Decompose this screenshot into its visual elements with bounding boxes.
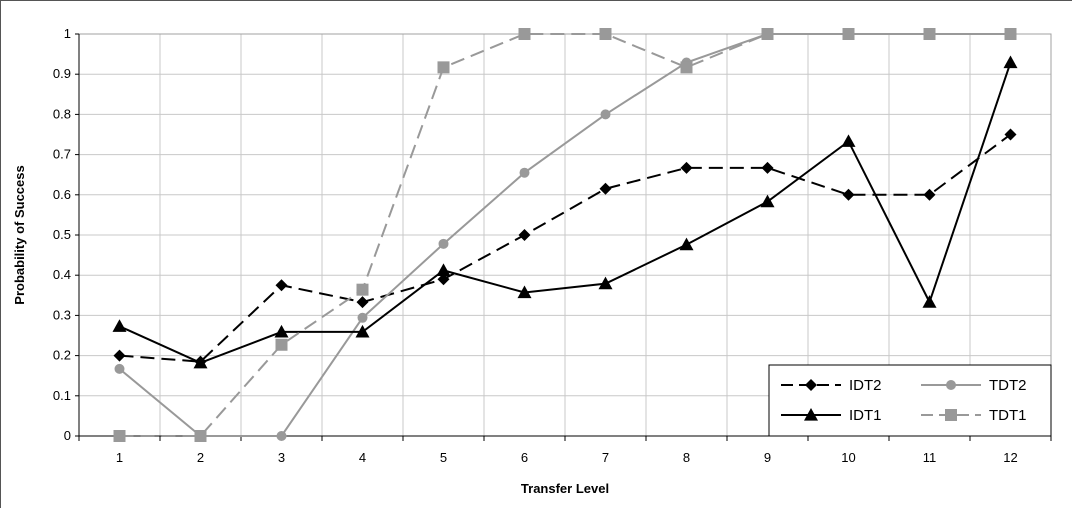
legend-label: TDT2 — [989, 377, 1027, 394]
data-point — [276, 431, 287, 441]
data-point — [517, 285, 532, 299]
x-tick-label: 5 — [440, 450, 447, 465]
data-point — [357, 312, 368, 323]
series-line — [119, 62, 1012, 364]
series-layer — [112, 28, 1018, 442]
x-tick-label: 8 — [683, 450, 690, 465]
data-point — [113, 349, 126, 362]
data-point — [922, 295, 937, 308]
y-tick-label: 0.2 — [53, 348, 71, 363]
x-tick-label: 12 — [1003, 450, 1017, 465]
data-point — [598, 276, 613, 290]
data-point — [356, 283, 369, 296]
data-point — [761, 161, 774, 174]
data-point — [841, 134, 856, 147]
legend: IDT2 TDT2 IDT1 TDT1 — [768, 364, 1052, 437]
legend-item-tdt1: TDT1 — [921, 407, 1027, 424]
y-tick-label: 0.1 — [53, 388, 71, 403]
data-point — [1003, 55, 1018, 69]
legend-box — [768, 364, 1052, 437]
data-point — [193, 355, 208, 369]
legend-swatch-marker — [805, 379, 817, 391]
series-idt1 — [112, 55, 1018, 369]
data-point — [437, 273, 450, 286]
y-tick-label: 0.9 — [53, 66, 71, 81]
y-tick-label: 0.5 — [53, 227, 71, 242]
x-tick-label: 2 — [197, 450, 204, 465]
y-tick-label: 0 — [64, 428, 71, 443]
y-tick-label: 1 — [64, 26, 71, 41]
data-point — [1004, 28, 1017, 40]
series-tdt1 — [113, 28, 1017, 442]
data-point — [275, 279, 288, 292]
legend-swatch-marker — [945, 409, 957, 421]
x-tick-label: 1 — [116, 450, 123, 465]
x-axis-title: Transfer Level — [521, 481, 609, 496]
x-tick-label: 10 — [841, 450, 855, 465]
data-point — [923, 28, 936, 40]
data-point — [113, 430, 126, 442]
legend-label: TDT1 — [989, 407, 1027, 424]
x-tick-label: 7 — [602, 450, 609, 465]
data-point — [114, 363, 125, 374]
legend-swatch-marker — [804, 408, 818, 421]
legend-label: IDT1 — [849, 407, 882, 424]
y-tick-label: 0.7 — [53, 147, 71, 162]
legend-item-idt1: IDT1 — [781, 407, 882, 424]
data-point — [599, 182, 612, 195]
data-point — [519, 167, 530, 178]
x-tick-label: 11 — [923, 450, 937, 465]
data-point — [1004, 128, 1017, 141]
legend-item-idt2: IDT2 — [781, 377, 882, 394]
legend-label: IDT2 — [849, 377, 882, 394]
y-axis-title: Probability of Success — [12, 165, 27, 304]
series-idt2 — [113, 128, 1017, 368]
data-point — [436, 263, 451, 276]
y-tick-label: 0.6 — [53, 187, 71, 202]
data-point — [355, 324, 370, 338]
data-point — [275, 338, 288, 351]
data-point — [112, 319, 127, 332]
x-tick-label: 9 — [764, 450, 771, 465]
data-point — [680, 161, 693, 174]
data-point — [842, 188, 855, 201]
data-point — [274, 324, 289, 338]
data-point — [842, 28, 855, 40]
series-line — [119, 133, 1012, 363]
data-point — [518, 229, 531, 241]
data-point — [923, 188, 936, 201]
y-tick-label: 0.8 — [53, 106, 71, 121]
data-point — [518, 28, 531, 40]
data-point — [679, 237, 694, 251]
legend-swatch-marker — [946, 380, 956, 390]
data-point — [761, 28, 774, 40]
data-point — [600, 109, 611, 120]
data-point — [437, 61, 450, 74]
data-point — [438, 238, 449, 249]
data-point — [599, 28, 612, 40]
data-point — [356, 296, 369, 309]
data-point — [760, 194, 775, 208]
x-tick-label: 4 — [359, 450, 366, 465]
data-point — [194, 430, 207, 442]
x-tick-label: 3 — [278, 450, 285, 465]
series-line — [119, 33, 1011, 437]
y-tick-label: 0.3 — [53, 307, 71, 322]
legend-item-tdt2: TDT2 — [921, 377, 1027, 394]
data-point — [680, 61, 693, 74]
x-tick-label: 6 — [521, 450, 528, 465]
y-tick-label: 0.4 — [53, 267, 71, 282]
